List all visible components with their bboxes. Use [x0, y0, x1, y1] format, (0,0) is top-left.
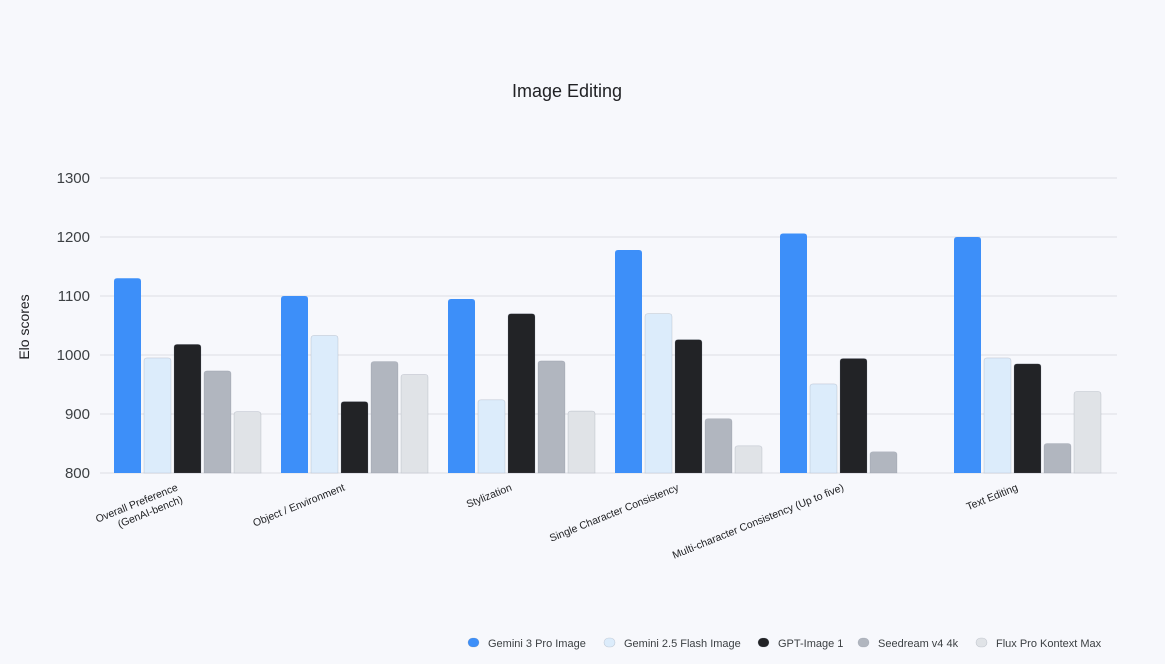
x-tick-label-line: Stylization [465, 482, 514, 511]
x-axis-ticks: Overall Preference(GenAI-bench) Object / … [94, 481, 1020, 561]
bar-gpt-image-1 [340, 401, 369, 474]
y-tick-label: 1100 [58, 288, 90, 305]
bar-gpt-image-1 [674, 339, 703, 474]
legend-label: Seedream v4 4k [878, 638, 959, 650]
bar-flux-pro-kontext-max [233, 411, 262, 474]
bar-gemini-3-pro-image [954, 237, 981, 473]
y-tick-label: 800 [65, 465, 90, 482]
legend-label: Flux Pro Kontext Max [996, 638, 1102, 650]
x-tick-label: Multi-character Consistency (Up to five) [671, 482, 846, 562]
bar-gemini-3-pro-image [448, 298, 475, 473]
bar-flux-pro-kontext-max [567, 410, 596, 474]
bar-gemini-3-pro-image [114, 278, 141, 473]
bar-seedream-v4-4k [704, 418, 733, 474]
y-tick-label: 1300 [57, 170, 90, 187]
bar-seedream-v4-4k [203, 370, 232, 474]
bar-gemini-2-5-flash-image [477, 399, 506, 474]
bar-seedream-v4-4k [869, 451, 898, 474]
x-tick-label: Single Character Consistency [548, 481, 681, 544]
bar-gpt-image-1 [507, 313, 536, 474]
bar-gemini-2-5-flash-image [644, 313, 673, 474]
bar-flux-pro-kontext-max [734, 445, 763, 474]
legend-label: GPT-Image 1 [778, 638, 843, 650]
x-tick-label: Overall Preference(GenAI-bench) [94, 482, 185, 538]
chart-title: Image Editing [512, 81, 622, 101]
y-tick-label: 1200 [57, 229, 90, 246]
bar-seedream-v4-4k [537, 360, 566, 474]
x-tick-label: Object / Environment [251, 482, 346, 530]
y-axis-label: Elo scores [16, 294, 32, 359]
bar-seedream-v4-4k [370, 361, 399, 474]
grid-lines [100, 177, 1117, 474]
x-tick-label: Stylization [465, 482, 514, 511]
legend-swatch [467, 637, 480, 648]
legend-swatch [975, 637, 988, 648]
legend-item[interactable]: Gemini 2.5 Flash Image [603, 637, 741, 650]
bar-flux-pro-kontext-max [1073, 391, 1102, 474]
legend-item[interactable]: Seedream v4 4k [857, 637, 959, 650]
bar-gemini-3-pro-image [780, 233, 807, 473]
legend-label: Gemini 3 Pro Image [488, 638, 586, 650]
x-tick-label-line: Single Character Consistency [548, 481, 681, 544]
x-tick-label-line: Text Editing [965, 482, 1020, 514]
x-tick-label-line: Multi-character Consistency (Up to five) [671, 482, 846, 562]
legend-item[interactable]: Flux Pro Kontext Max [975, 637, 1102, 650]
legend-swatch [603, 637, 616, 648]
legend: Gemini 3 Pro Image Gemini 2.5 Flash Image… [467, 637, 1102, 650]
y-tick-label: 1000 [57, 347, 90, 364]
x-tick-label-line: Object / Environment [251, 482, 346, 530]
bar-gemini-3-pro-image [615, 249, 642, 473]
legend-label: Gemini 2.5 Flash Image [624, 638, 741, 650]
bar-seedream-v4-4k [1043, 443, 1072, 474]
legend-swatch [757, 637, 770, 648]
bar-gemini-2-5-flash-image [983, 357, 1012, 474]
bar-gpt-image-1 [839, 358, 868, 474]
y-axis-ticks: 800 900 1000 1100 1200 1300 [57, 170, 90, 482]
bar-gpt-image-1 [1013, 363, 1042, 474]
bars [114, 233, 1102, 474]
legend-item[interactable]: Gemini 3 Pro Image [467, 637, 586, 650]
y-tick-label: 900 [65, 406, 90, 423]
bar-gemini-2-5-flash-image [809, 383, 838, 474]
legend-swatch [857, 637, 870, 648]
bar-flux-pro-kontext-max [400, 374, 429, 474]
bar-gemini-2-5-flash-image [310, 335, 339, 474]
bar-gemini-3-pro-image [281, 296, 308, 473]
bar-gemini-2-5-flash-image [143, 357, 172, 474]
x-tick-label: Text Editing [965, 482, 1020, 514]
bar-gpt-image-1 [173, 344, 202, 474]
legend-item[interactable]: GPT-Image 1 [757, 637, 843, 650]
